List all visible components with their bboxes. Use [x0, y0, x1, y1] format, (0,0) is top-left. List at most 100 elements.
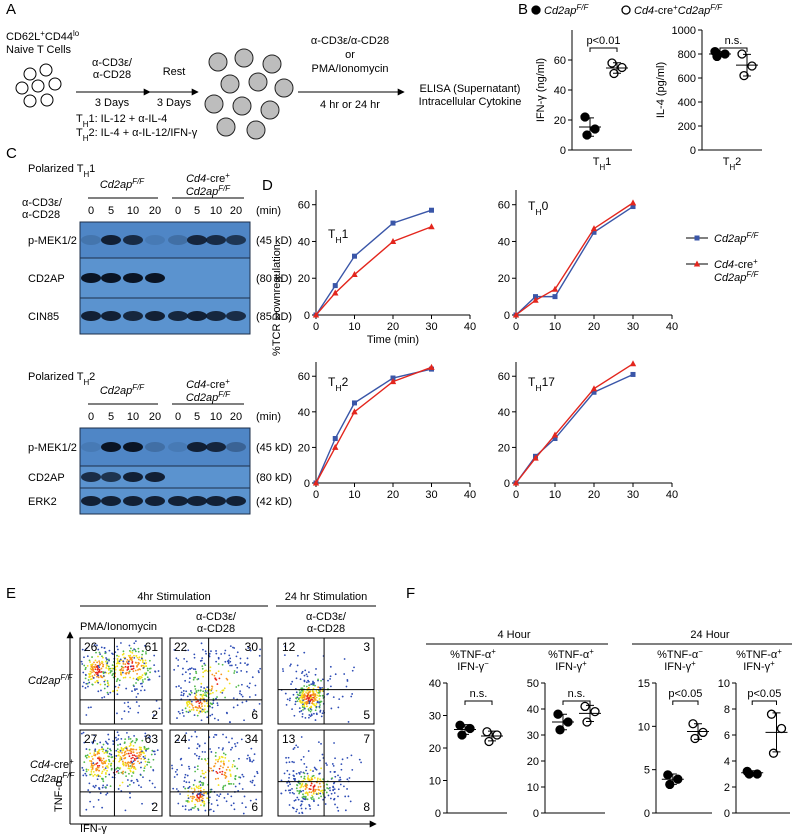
event-dot: [284, 789, 287, 792]
text-part: +: [69, 757, 74, 766]
event-dot: [182, 694, 185, 697]
event-dot: [326, 783, 329, 786]
data-point: [457, 730, 467, 740]
event-dot: [154, 786, 156, 789]
event-dot: [97, 648, 100, 651]
event-dot: [306, 792, 309, 795]
event-dot: [180, 694, 183, 697]
x-tick-label: 20: [387, 489, 399, 501]
event-dot: [221, 748, 224, 751]
event-dot: [106, 784, 109, 787]
event-dot: [194, 753, 196, 755]
event-dot: [131, 754, 134, 757]
time-label: 5: [194, 205, 200, 217]
event-dot: [301, 715, 304, 718]
event-dot: [229, 645, 232, 648]
event-dot: [98, 668, 101, 671]
band: [81, 235, 101, 245]
event-dot: [175, 657, 178, 660]
event-dot: [186, 799, 189, 802]
event-dot: [318, 698, 321, 700]
data-point: [332, 436, 338, 442]
event-dot: [317, 686, 320, 689]
text-part: −: [484, 659, 489, 668]
event-dot: [131, 651, 134, 654]
event-dot: [248, 756, 251, 759]
event-dot: [234, 778, 237, 781]
plot-frame: [79, 637, 163, 725]
event-dot: [204, 776, 207, 779]
text-part: H: [599, 163, 605, 172]
event-dot: [119, 751, 121, 754]
event-dot: [312, 699, 315, 702]
event-dot: [122, 770, 125, 773]
event-dot: [149, 671, 152, 674]
event-dot: [185, 781, 188, 784]
event-dot: [142, 681, 144, 683]
event-dot: [108, 649, 111, 652]
event-dot: [311, 794, 313, 797]
event-dot: [228, 682, 231, 685]
event-dot: [343, 785, 345, 788]
event-dot: [115, 749, 118, 752]
y-tick-label: 0: [560, 145, 566, 157]
event-dot: [91, 666, 94, 669]
text-part: H: [335, 235, 341, 245]
event-dot: [254, 694, 257, 696]
quadrant-value: 2: [151, 708, 158, 722]
event-dot: [129, 792, 131, 795]
band: [168, 235, 188, 245]
event-dot: [248, 682, 251, 685]
data-point: [390, 375, 396, 381]
event-dot: [248, 686, 251, 689]
label: 3 Days: [157, 97, 192, 109]
label: α-CD3ε/: [92, 57, 133, 69]
significance-bracket: [589, 47, 618, 52]
event-dot: [285, 756, 287, 759]
event-dot: [143, 767, 146, 769]
event-dot: [292, 807, 295, 810]
significance: n.s.: [725, 35, 743, 47]
plot-frame: [277, 729, 375, 817]
event-dot: [204, 771, 207, 774]
event-dot: [135, 778, 138, 781]
text-part: F/F: [746, 231, 759, 240]
event-dot: [246, 757, 249, 760]
event-dot: [115, 662, 118, 665]
y-tick-label: 10: [527, 782, 539, 794]
event-dot: [300, 803, 303, 806]
label: 3 Days: [95, 97, 130, 109]
event-dot: [307, 686, 310, 689]
event-dot: [306, 777, 309, 779]
event-dot: [129, 707, 132, 710]
event-dot: [144, 659, 147, 662]
event-dot: [224, 784, 227, 787]
series-line: [515, 373, 634, 484]
event-dot: [206, 686, 209, 689]
event-dot: [133, 642, 136, 645]
event-dot: [142, 755, 145, 758]
row-label: CD2AP: [28, 472, 65, 484]
event-dot: [333, 742, 335, 744]
event-dot: [106, 747, 109, 750]
event-dot: [130, 750, 133, 753]
event-dot: [91, 656, 93, 658]
event-dot: [320, 715, 323, 718]
event-dot: [132, 763, 135, 766]
header: 4 Hour: [497, 629, 530, 641]
event-dot: [130, 779, 133, 782]
event-dot: [200, 804, 202, 807]
event-dot: [222, 785, 225, 788]
event-dot: [199, 784, 202, 786]
event-dot: [309, 788, 312, 791]
event-dot: [136, 672, 138, 675]
event-dot: [212, 736, 215, 739]
event-dot: [152, 750, 155, 753]
event-dot: [303, 674, 306, 677]
event-dot: [127, 705, 130, 708]
text-part: T: [593, 156, 600, 168]
event-dot: [311, 700, 314, 703]
legend-marker: [531, 5, 541, 15]
event-dot: [218, 677, 221, 680]
event-dot: [251, 781, 254, 784]
